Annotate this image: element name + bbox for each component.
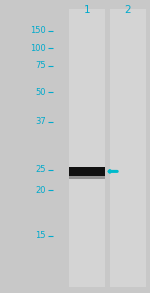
Text: 25: 25 — [35, 166, 46, 174]
Text: 75: 75 — [35, 62, 46, 70]
Bar — [69, 173, 105, 179]
Bar — [69, 167, 105, 176]
Bar — [110, 9, 146, 287]
Text: 50: 50 — [35, 88, 46, 97]
Text: 37: 37 — [35, 117, 46, 126]
Text: 2: 2 — [124, 5, 131, 15]
Text: 15: 15 — [35, 231, 46, 240]
Bar — [69, 9, 105, 287]
Text: 1: 1 — [84, 5, 90, 15]
Text: 150: 150 — [30, 26, 46, 35]
Text: 20: 20 — [35, 186, 46, 195]
Text: 100: 100 — [30, 44, 46, 53]
